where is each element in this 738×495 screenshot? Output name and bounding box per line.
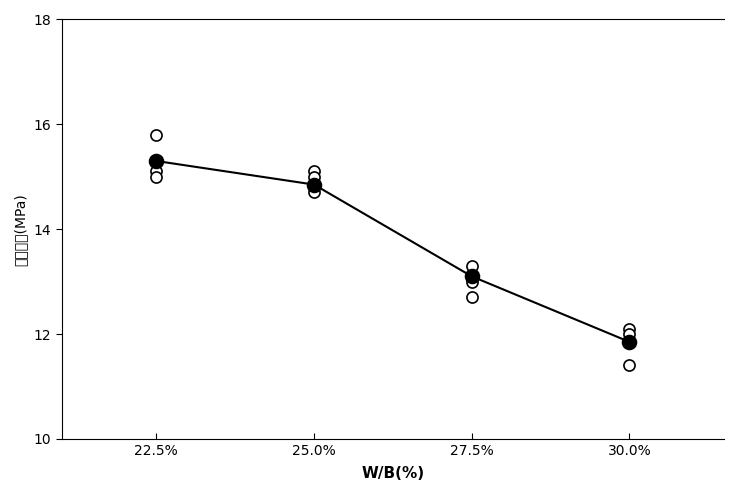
X-axis label: W/B(%): W/B(%) xyxy=(362,466,424,481)
Y-axis label: 압춵강도(MPa): 압춵강도(MPa) xyxy=(14,193,28,265)
